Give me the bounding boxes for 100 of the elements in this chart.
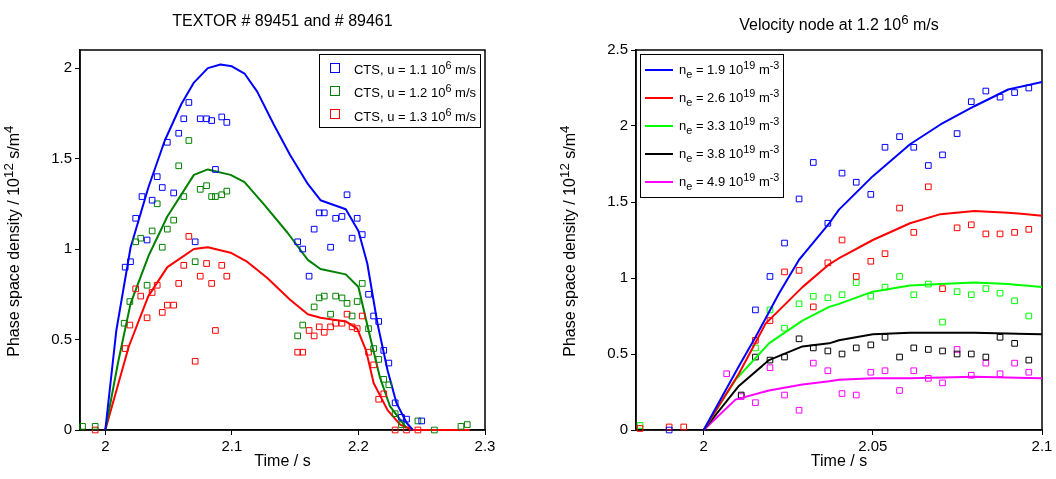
- point: [967, 98, 975, 106]
- legend-label: n$_{e}$ = 1.9 10$^{19}$ m$^{-3}$: [679, 58, 780, 82]
- point: [380, 376, 388, 383]
- point: [338, 294, 346, 302]
- point: [1011, 359, 1018, 367]
- point: [223, 119, 231, 126]
- point: [953, 346, 961, 353]
- y-tick-label: 0.5: [51, 329, 72, 347]
- point: [310, 303, 318, 311]
- point: [967, 291, 975, 299]
- point: [781, 239, 788, 247]
- point: [996, 93, 1004, 101]
- legend-label: n$_{e}$ = 2.6 10$^{19}$ m$^{-3}$: [679, 85, 780, 110]
- point: [1011, 297, 1018, 305]
- point: [218, 113, 226, 121]
- point: [752, 306, 759, 314]
- point: [343, 300, 351, 307]
- x-tick-label: 2: [699, 437, 708, 455]
- point: [212, 327, 219, 334]
- point: [370, 345, 377, 352]
- point: [203, 115, 210, 123]
- point: [982, 285, 990, 292]
- point: [852, 344, 860, 352]
- point: [824, 259, 832, 267]
- point: [120, 319, 128, 327]
- point: [137, 234, 145, 242]
- point: [132, 214, 140, 222]
- point: [824, 219, 832, 227]
- point: [365, 290, 372, 298]
- point: [766, 273, 774, 280]
- point: [294, 332, 302, 340]
- point: [939, 285, 946, 292]
- point: [315, 209, 323, 217]
- point: [348, 312, 356, 320]
- point: [338, 319, 346, 327]
- point: [398, 414, 405, 421]
- point: [320, 328, 328, 336]
- point: [881, 143, 889, 151]
- point: [294, 348, 302, 356]
- point: [766, 317, 774, 324]
- point: [982, 87, 990, 95]
- point: [967, 350, 975, 358]
- point: [212, 193, 219, 200]
- point: [414, 426, 422, 434]
- point: [996, 230, 1004, 238]
- point: [208, 280, 215, 287]
- point: [294, 238, 302, 246]
- point: [191, 238, 199, 246]
- point: [175, 280, 183, 287]
- point: [939, 347, 946, 355]
- point: [180, 262, 188, 269]
- point: [852, 279, 860, 286]
- point: [138, 193, 146, 200]
- point: [809, 292, 817, 300]
- point: [310, 225, 318, 233]
- point: [996, 289, 1004, 297]
- point: [809, 359, 817, 367]
- point: [127, 258, 134, 266]
- point: [196, 115, 204, 123]
- y-tick-label: 1.5: [51, 148, 72, 166]
- point: [170, 216, 177, 224]
- y-tick-label: 1: [63, 239, 72, 257]
- point: [1025, 312, 1033, 320]
- x-axis-title: Time / s: [810, 452, 868, 469]
- point: [305, 272, 313, 280]
- point: [809, 159, 817, 166]
- point: [153, 173, 161, 180]
- point: [431, 426, 438, 434]
- point: [196, 272, 204, 280]
- legend-label: n$_{e}$ = 3.8 10$^{19}$ m$^{-3}$: [679, 141, 780, 166]
- point: [1011, 340, 1018, 347]
- point: [766, 364, 774, 372]
- chart-title: TEXTOR # 89451 and # 89461: [171, 12, 394, 30]
- point: [310, 332, 318, 340]
- point: [327, 243, 334, 251]
- x-tick-label: 2: [101, 437, 110, 455]
- point: [332, 214, 339, 222]
- point: [838, 236, 846, 244]
- point: [910, 229, 918, 236]
- point: [218, 262, 226, 269]
- point: [953, 288, 961, 296]
- point: [403, 415, 410, 423]
- y-tick-label: 2: [619, 116, 628, 134]
- point: [896, 387, 903, 394]
- point: [212, 166, 219, 173]
- point: [781, 391, 788, 399]
- point: [180, 193, 188, 200]
- point: [1011, 89, 1018, 96]
- point: [824, 367, 832, 375]
- point: [953, 350, 961, 358]
- point: [203, 182, 210, 190]
- point: [867, 257, 875, 265]
- point: [91, 426, 99, 434]
- point: [353, 298, 361, 305]
- point: [343, 191, 351, 199]
- x-tick-label: 2.1: [221, 437, 243, 455]
- point: [158, 309, 166, 316]
- point: [939, 151, 946, 159]
- point: [370, 312, 377, 320]
- point: [766, 306, 774, 314]
